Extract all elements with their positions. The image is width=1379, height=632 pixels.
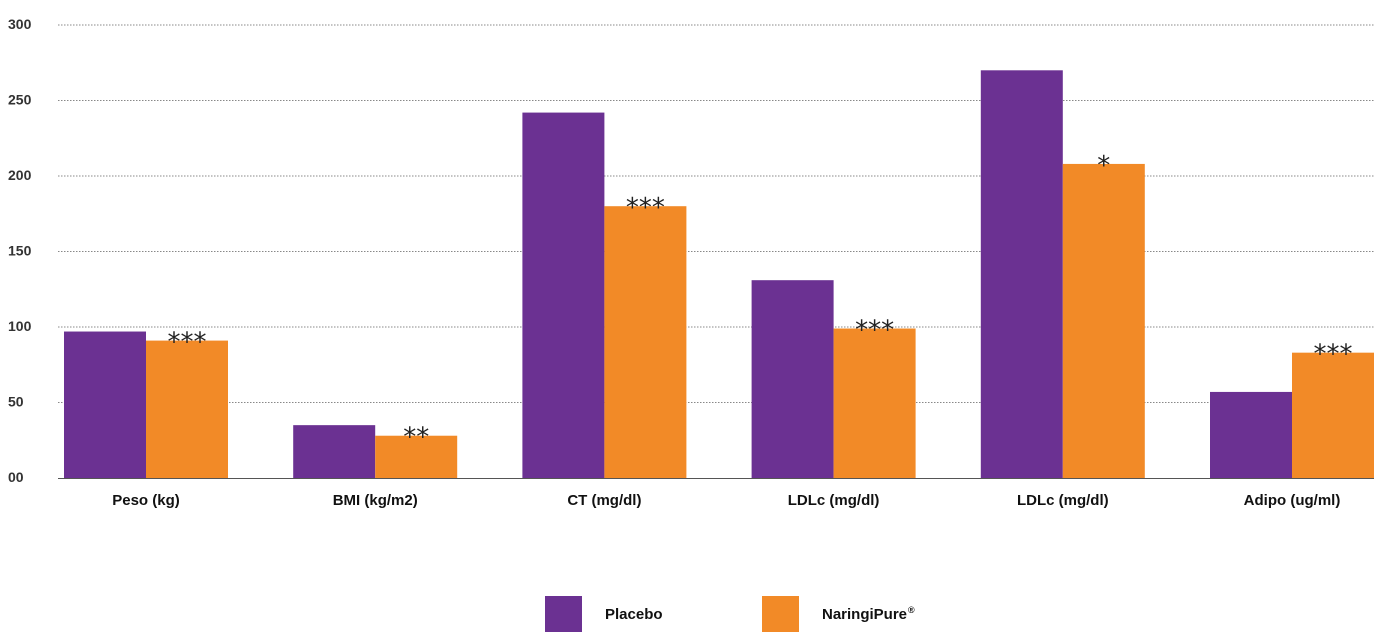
significance-markers: *************** [168, 151, 1353, 453]
bar-placebo [980, 70, 1063, 479]
x-tick-label: Peso (kg) [112, 492, 180, 509]
significance-marker: *** [855, 316, 894, 346]
bar-placebo [64, 331, 146, 478]
x-tick-label: LDLc (mg/dl) [1017, 492, 1109, 509]
legend-label-naringipure: NaringiPure® [822, 605, 915, 623]
legend-label-placebo: Placebo [605, 605, 663, 623]
y-tick-label: 300 [8, 16, 32, 32]
x-tick-label: Adipo (ug/ml) [1244, 492, 1341, 509]
x-tick-label: LDLc (mg/dl) [788, 492, 880, 509]
bar-naringipure [833, 328, 916, 478]
bar-placebo [293, 425, 376, 478]
legend-item-placebo: Placebo [545, 596, 663, 632]
significance-marker: ** [403, 423, 429, 453]
gridlines [58, 24, 1374, 403]
y-tick-label: 150 [8, 243, 32, 259]
significance-marker: * [1097, 151, 1110, 181]
bar-naringipure [1062, 163, 1145, 479]
bar-placebo [1210, 391, 1292, 478]
significance-marker: *** [626, 193, 665, 223]
x-tick-label: BMI (kg/m2) [333, 492, 418, 509]
y-tick-label: 250 [8, 92, 32, 108]
legend-swatch-placebo [545, 596, 582, 632]
bar-naringipure [146, 340, 228, 478]
y-tick-label: 00 [8, 469, 24, 485]
legend: Placebo NaringiPure® [0, 596, 1379, 632]
y-tick-label: 100 [8, 318, 32, 334]
y-tick-label: 50 [8, 394, 24, 410]
y-axis-ticks: 00 50 100 150 200 250 300 [8, 16, 32, 485]
legend-item-naringipure: NaringiPure® [762, 596, 915, 632]
y-tick-label: 200 [8, 167, 32, 183]
significance-marker: *** [168, 328, 207, 358]
bar-naringipure [604, 206, 687, 478]
registered-mark: ® [908, 605, 915, 615]
bar-naringipure [375, 435, 458, 478]
bars [64, 70, 1374, 479]
legend-swatch-naringipure [762, 596, 799, 632]
bar-placebo [522, 112, 605, 478]
x-axis-ticks: Peso (kg) BMI (kg/m2) CT (mg/dl) LDLc (mg/d… [112, 492, 1340, 509]
x-tick-label: CT (mg/dl) [567, 492, 641, 509]
bar-naringipure [1292, 352, 1374, 478]
significance-marker: *** [1314, 340, 1353, 370]
bar-placebo [751, 280, 834, 478]
